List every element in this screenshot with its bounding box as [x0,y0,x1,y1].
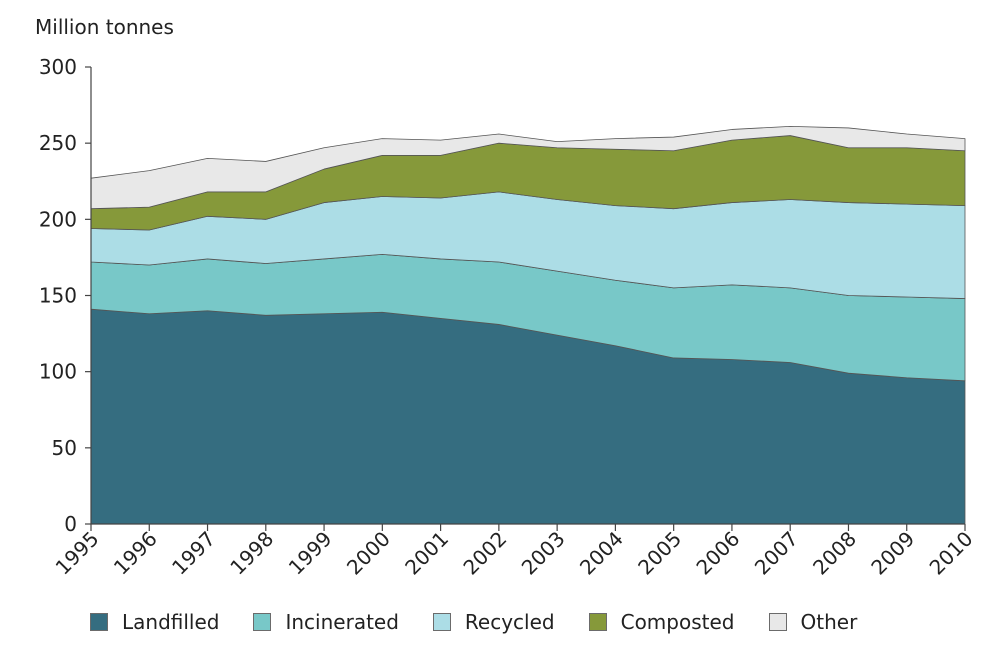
legend-label: Landfilled [122,610,220,634]
y-tick-label: 200 [39,207,77,231]
x-tick-label: 2007 [750,527,803,580]
legend-label: Incinerated [285,610,399,634]
x-tick-label: 1997 [167,527,220,580]
x-tick-label: 2008 [808,527,861,580]
x-tick-label: 1995 [51,527,104,580]
legend-label: Recycled [464,610,555,634]
x-tick-label: 2006 [692,527,745,580]
legend-label: Other [800,610,858,634]
x-tick-label: 2000 [342,527,395,580]
y-axis-label: Million tonnes [35,15,174,39]
legend-swatch [90,613,108,631]
area-layers [90,126,966,525]
legend-label: Composted [620,610,735,634]
legend-item-recycled: Recycled [432,610,555,634]
x-tick-label: 1999 [284,527,337,580]
legend: Landfilled Incinerated Recycled Composted Ot… [90,610,891,634]
x-tick-label: 1998 [225,527,278,580]
x-tick-label: 2004 [575,527,628,580]
x-tick-label: 2005 [633,527,686,580]
y-tick-label: 50 [52,436,77,460]
legend-item-other: Other [768,610,858,634]
y-tick-label: 300 [39,55,77,79]
legend-swatch [253,613,272,631]
legend-item-incinerated: Incinerated [253,610,399,634]
legend-swatch [432,613,451,631]
x-tick-label: 2002 [458,527,511,580]
legend-swatch [588,613,607,631]
y-tick-label: 150 [39,284,77,308]
y-tick-label: 0 [64,512,77,536]
legend-item-composted: Composted [588,610,735,634]
legend-swatch [768,613,787,631]
legend-item-landfilled: Landfilled [90,610,219,634]
x-tick-label: 2009 [866,527,919,580]
y-tick-label: 100 [39,360,77,384]
area-other [90,126,966,210]
x-tick-label: 1996 [109,527,162,580]
x-tick-label: 2003 [517,527,570,580]
x-tick-label: 2010 [925,527,978,580]
y-tick-label: 250 [39,131,77,155]
x-tick-label: 2001 [400,527,453,580]
